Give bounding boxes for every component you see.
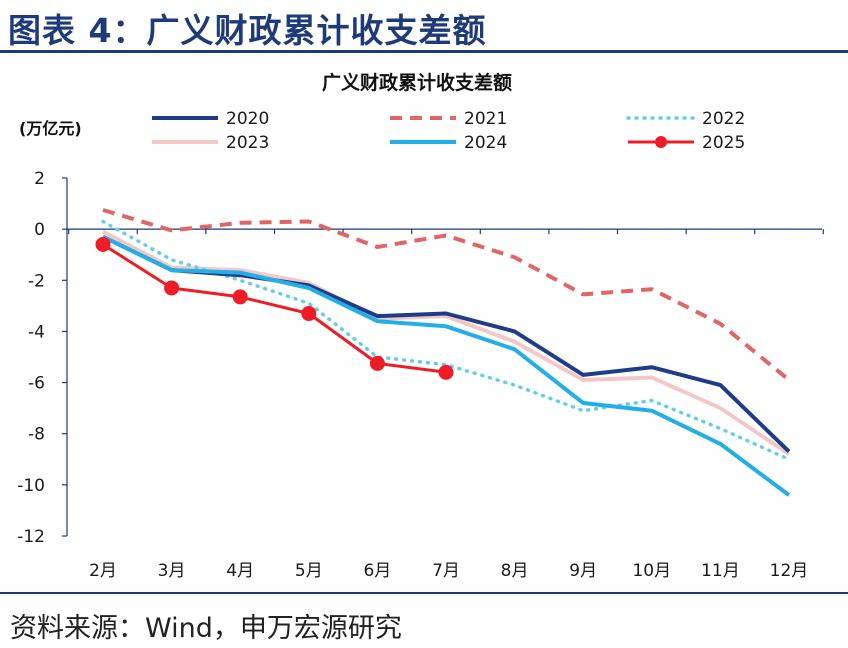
data-point-2025 [369,355,385,371]
legend-label-2021: 2021 [464,109,507,129]
legend-item-2020: 2020 [152,109,269,129]
y-tick-label: -8 [28,425,45,445]
legend: 2020 2021 2022 2023 2024 2025 [152,109,745,153]
figure-title: 图表 4：广义财政累计收支差额 [8,11,487,50]
axes [62,177,824,537]
y-tick-label: 0 [34,220,45,240]
legend-item-2023: 2023 [152,133,269,153]
y-tick-label: -10 [17,476,45,496]
series-line-2024 [102,235,791,497]
legend-item-2025: 2025 [628,133,745,153]
x-tick-label: 12月 [770,561,809,581]
series-line-2022 [101,219,791,462]
legend-item-2024: 2024 [390,133,507,153]
figure-header: 图表 4：广义财政累计收支差额 [0,0,848,56]
data-point-2025 [232,289,248,305]
y-tick-label: 2 [34,169,45,189]
x-tick-label: 5月 [295,561,323,581]
x-tick-label: 9月 [569,561,597,581]
legend-marker-2025 [655,136,667,148]
x-tick-label: 6月 [363,561,391,581]
chart-title: 广义财政累计收支差额 [322,71,512,94]
x-tick-label: 10月 [632,561,671,581]
legend-label-2022: 2022 [702,109,745,129]
x-tick-label: 4月 [226,561,254,581]
y-tick-label: -4 [28,322,45,342]
series-2023 [102,229,791,456]
data-point-2025 [438,364,454,380]
source-note: 资料来源：Wind，申万宏源研究 [10,613,402,644]
y-tick-label: -12 [17,527,45,547]
x-tick-label: 3月 [158,561,186,581]
legend-label-2023: 2023 [226,133,269,153]
tick-labels: 2 0 -2 -4 -6 -8 -10 -12 2月 3月 4月 5月 6月 7月 8月 9月 10月 11月 12… [17,169,808,581]
legend-item-2021: 2021 [390,109,507,129]
bottom-rule [0,592,848,594]
y-tick-label: -2 [28,271,45,291]
legend-item-2022: 2022 [626,109,745,129]
series-line-2025 [102,243,447,374]
x-tick-label: 2月 [89,561,117,581]
series-line-2023 [102,229,791,456]
legend-label-2024: 2024 [464,133,507,153]
x-tick-label: 11月 [701,561,740,581]
x-tick-label: 8月 [501,561,529,581]
series-2024 [102,235,791,497]
data-point-2025 [301,306,317,322]
top-rule [0,50,848,53]
series-group [95,208,791,497]
legend-label-2025: 2025 [702,133,745,153]
y-axis-label: (万亿元) [19,119,82,138]
series-line-2021 [102,208,791,382]
x-tick-label: 7月 [432,561,460,581]
data-point-2025 [164,280,180,296]
y-tick-label: -6 [28,374,45,394]
data-point-2025 [95,236,111,252]
series-2025 [95,236,454,380]
legend-label-2020: 2020 [226,109,269,129]
series-2021 [102,208,791,382]
series-2022 [101,219,791,462]
